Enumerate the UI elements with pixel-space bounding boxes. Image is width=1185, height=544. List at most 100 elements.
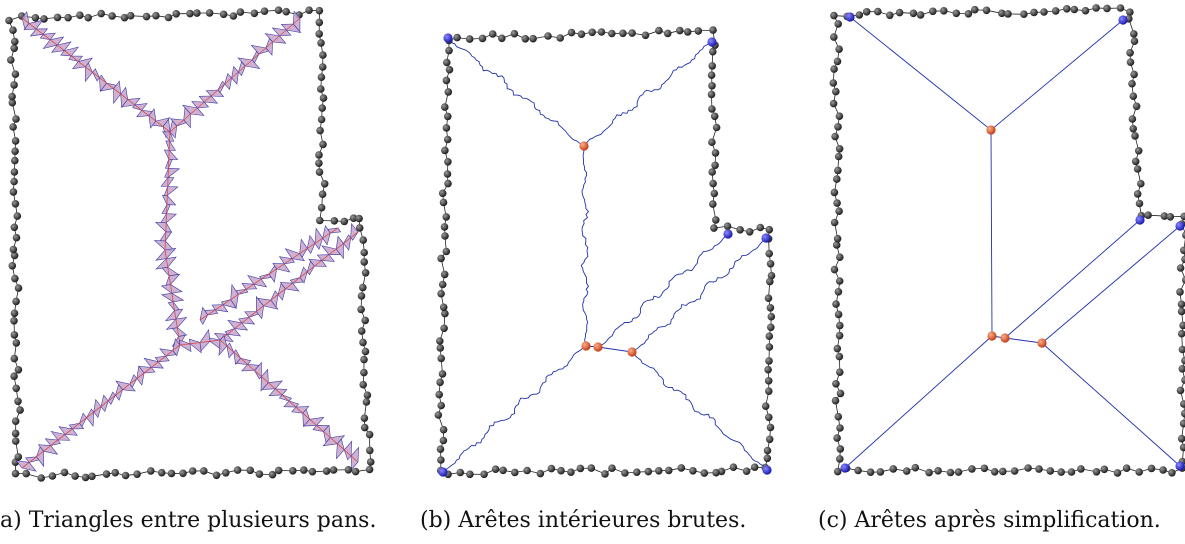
boundary-node [10, 354, 19, 363]
boundary-node [11, 429, 20, 438]
boundary-node [31, 13, 40, 22]
boundary-node [1134, 147, 1143, 155]
boundary-node [437, 456, 445, 464]
triangle-edge [36, 450, 44, 458]
triangle [113, 80, 122, 105]
boundary-node [829, 79, 838, 87]
boundary-node [222, 469, 230, 477]
boundary-node [172, 10, 180, 18]
triangle-edge [176, 119, 184, 127]
boundary-node [351, 467, 360, 476]
triangle-edge [343, 449, 352, 457]
boundary-node [436, 337, 444, 345]
boundary-node [1070, 5, 1079, 14]
boundary-node [317, 115, 326, 124]
triangle-edge [254, 370, 262, 377]
boundary-node [1180, 212, 1185, 221]
triangle-edge [170, 284, 173, 294]
boundary-node [1024, 464, 1032, 472]
boundary-node [1057, 468, 1065, 476]
boundary-node [440, 324, 448, 333]
raw-edge [447, 37, 585, 147]
triangle-edge [316, 425, 324, 432]
boundary-node [766, 423, 775, 432]
boundary-node [11, 469, 20, 478]
boundary-node [968, 465, 976, 473]
boundary-node [1063, 5, 1071, 13]
boundary-node [536, 469, 545, 478]
boundary-node [317, 73, 326, 81]
triangle-edge [253, 278, 262, 285]
triangle [160, 213, 178, 224]
boundary-node [88, 472, 96, 481]
boundary-node [886, 11, 894, 20]
boundary-node [655, 467, 663, 475]
boundary-node [14, 397, 22, 406]
boundary-node [1092, 468, 1101, 476]
boundary-node [608, 29, 616, 38]
boundary-node [442, 247, 451, 256]
boundary-node [835, 112, 844, 120]
boundary-node [12, 384, 20, 393]
triangle-edge [71, 55, 79, 62]
boundary-node [980, 464, 989, 473]
boundary-node [1122, 464, 1131, 473]
triangle-edge [100, 400, 109, 407]
triangle-edge [234, 322, 243, 329]
boundary-node [830, 218, 839, 227]
boundary-node [359, 380, 368, 389]
triangle-edge [162, 126, 171, 133]
triangle-edge [238, 65, 246, 73]
triangle-edge [306, 265, 315, 273]
boundary-node [365, 430, 374, 439]
boundary-node [1179, 443, 1185, 452]
boundary-node [444, 179, 452, 188]
boundary-node [510, 29, 519, 38]
boundary-node [557, 466, 565, 475]
triangle [15, 460, 37, 472]
boundary-node [1100, 465, 1109, 474]
boundary-node [866, 468, 875, 477]
boundary-node [10, 251, 19, 260]
triangle-edge [270, 294, 279, 301]
boundary-node [315, 168, 324, 176]
triangle [268, 388, 288, 396]
triangle-edge [268, 382, 276, 390]
boundary-node [315, 151, 323, 159]
boundary-node [831, 396, 840, 405]
boundary-node [676, 26, 684, 35]
boundary-node [556, 34, 564, 42]
boundary-node [1113, 469, 1122, 477]
boundary-node [765, 225, 774, 234]
triangle [335, 235, 344, 260]
boundary-node [13, 212, 22, 220]
triangle [165, 273, 181, 286]
boundary-node [9, 245, 18, 254]
boundary-node [874, 7, 882, 16]
boundary-node [436, 445, 445, 454]
triangle-edge [233, 351, 241, 359]
triangle-edge [99, 77, 107, 84]
boundary-node [710, 112, 719, 121]
boundary-node [1177, 329, 1185, 338]
boundary-node [10, 168, 19, 176]
boundary-node [766, 304, 775, 312]
boundary-node [229, 12, 238, 20]
boundary-node [1130, 30, 1138, 38]
boundary-node [305, 6, 313, 14]
triangle-edge [343, 237, 351, 244]
boundary-node [167, 469, 176, 478]
boundary-node [10, 44, 18, 53]
boundary-node [712, 468, 720, 477]
triangle-edge [274, 388, 283, 396]
boundary-node [834, 288, 843, 296]
boundary-node [308, 467, 317, 476]
triangle-edge [279, 29, 287, 37]
triangle-edge [151, 361, 159, 368]
boundary-node [964, 10, 973, 18]
inner-node [1000, 333, 1010, 343]
boundary-node [10, 309, 19, 318]
boundary-node [1130, 37, 1139, 45]
boundary-node [111, 468, 119, 477]
corner-node [1175, 221, 1185, 231]
